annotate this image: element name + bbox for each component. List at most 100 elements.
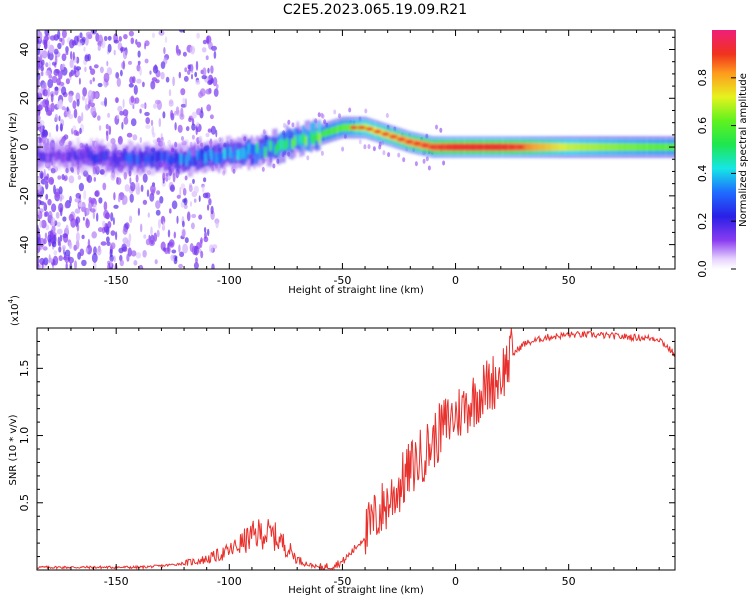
spectrogram-noise-cell <box>121 243 127 252</box>
spectrogram-noise-cell <box>66 106 69 112</box>
spectrogram-noise-cell <box>191 123 196 131</box>
spectrogram-ridge-cell <box>611 143 614 151</box>
spectrogram-noise-cell <box>387 152 391 158</box>
spectrogram-ridge-cell <box>524 143 528 151</box>
spectrogram-noise-cell <box>99 66 104 74</box>
spectrogram-noise-cell <box>52 255 59 266</box>
spectrogram-ridge-cell <box>334 126 337 134</box>
spectrogram-noise-cell <box>181 136 184 141</box>
spectrogram-noise-cell <box>68 256 74 264</box>
spectrogram-noise-cell <box>78 182 84 192</box>
spectrogram-ridge-cell <box>136 154 139 165</box>
figure-title: C2E5.2023.065.19.09.R21 <box>283 2 467 18</box>
spectrogram-noise-cell <box>40 124 43 133</box>
spectrogram-ridge-cell <box>71 147 74 158</box>
spectrogram-noise-cell <box>177 124 183 133</box>
spectrogram-noise-cell <box>213 88 219 97</box>
spectrogram-noise-cell <box>155 200 161 209</box>
spectrogram-noise-cell <box>42 246 48 251</box>
spectrogram-noise-cell <box>42 89 49 97</box>
spectrogram-noise-cell <box>72 51 75 61</box>
spectrogram-noise-cell <box>198 214 203 220</box>
snr-y-tick-label: 0.5 <box>18 494 31 512</box>
spectrogram-ridge-cell <box>101 150 104 161</box>
spectrogram-noise-cell <box>83 46 86 52</box>
spectrogram-peak-cell <box>373 129 382 134</box>
spectrogram-noise-cell <box>189 243 194 252</box>
spectrogram-ridge-cell <box>196 149 199 171</box>
spectrogram-noise-cell <box>193 185 199 194</box>
spectrogram-ridge-cell <box>380 129 384 137</box>
spectrogram-ridge-cell <box>660 143 663 151</box>
spectrogram-noise-cell <box>69 59 74 68</box>
spectrogram-peak-cell <box>508 145 517 149</box>
spectrogram-noise-cell <box>87 89 94 100</box>
spectrogram-ridge-cell <box>76 154 80 165</box>
spectrogram-ridge-cell <box>329 127 332 136</box>
spectrogram-noise-cell <box>191 213 197 219</box>
spectrogram-noise-cell <box>106 67 113 76</box>
spectrogram-noise-cell <box>187 69 191 75</box>
spectrogram-noise-cell <box>102 182 107 191</box>
spectrogram-noise-cell <box>54 113 59 122</box>
spectrogram-noise-cell <box>414 161 418 167</box>
spectrogram-ridge-cell <box>255 142 259 153</box>
spectrogram-x-axis: -150 -100 -50 0 50 <box>47 30 660 287</box>
spectrogram-noise-cell <box>74 260 77 269</box>
snr-x-tick-label: 0 <box>452 575 459 588</box>
spectrogram-noise-cell <box>58 71 63 80</box>
spectrogram-noise-cell <box>134 97 140 104</box>
spectrogram-noise-cell <box>75 232 80 242</box>
spectrogram-noise-cell <box>51 75 58 84</box>
spectrogram-noise-cell <box>202 39 207 45</box>
spectrogram-ridge-cell <box>68 151 71 162</box>
spectrogram-noise-cell <box>182 97 186 104</box>
spectrogram-ridge-cell <box>98 152 101 163</box>
spectrogram-noise-cell <box>79 248 85 257</box>
spectrogram-noise-cell <box>62 216 67 222</box>
spectrogram-panel: -150 -100 -50 0 50 -40 -20 0 20 40 Height of str… <box>8 29 676 296</box>
spectrogram-ridge-cell <box>302 133 305 144</box>
colorbar: 0.0 0.2 0.4 0.6 0.8 Normalized spectral ampl… <box>696 30 749 278</box>
spectrogram-ridge-cell <box>55 151 58 162</box>
spectrogram-ridge-cell <box>82 152 85 164</box>
spectrogram-peak-cell <box>444 145 453 149</box>
spectrogram-y-tick-label: 0 <box>18 144 31 151</box>
spectrogram-noise-cell <box>178 263 184 269</box>
spectrogram-ridge-cell <box>190 145 194 167</box>
spectrogram-noise-cell <box>183 197 188 206</box>
spectrogram-noise-cell <box>158 117 162 128</box>
spectrogram-noise-cell <box>180 88 186 96</box>
spectrogram-noise-cell <box>102 220 106 228</box>
spectrogram-noise-cell <box>382 150 386 156</box>
spectrogram-ridge-cell <box>592 143 595 151</box>
spectrogram-noise-cell <box>110 172 116 181</box>
spectrogram-noise-cell <box>117 195 121 203</box>
spectrogram-noise-cell <box>82 87 87 97</box>
spectrogram-ridge-cell <box>581 143 585 151</box>
spectrogram-noise-cell <box>144 58 149 64</box>
spectrogram-noise-cell <box>78 77 81 85</box>
spectrogram-noise-cell <box>59 196 63 202</box>
spectrogram-ridge-cell <box>608 143 612 151</box>
spectrogram-noise-cell <box>140 103 146 108</box>
spectrogram-ridge-cell <box>155 152 158 163</box>
spectrogram-noise-cell <box>199 88 206 97</box>
spectrogram-ridge-cell <box>223 148 226 159</box>
spectrogram-noise-cell <box>218 137 222 143</box>
spectrogram-ridge-cell <box>595 143 598 151</box>
spectrogram-noise-cell <box>68 93 73 103</box>
spectrogram-noise-cell <box>41 59 45 66</box>
spectrogram-ridge-cell <box>193 145 196 166</box>
spectrogram-noise-cell <box>53 48 59 55</box>
spectrogram-y-tick-label: 20 <box>18 91 31 105</box>
spectrogram-peak-cell <box>405 140 414 144</box>
spectrogram-noise-cell <box>109 260 113 268</box>
spectrogram-noise-cell <box>165 176 169 182</box>
spectrogram-ridge-cell <box>331 127 335 135</box>
spectrogram-noise-cell <box>132 104 135 110</box>
spectrogram-ridge-cell <box>603 143 606 151</box>
spectrogram-ridge-cell <box>198 149 202 160</box>
spectrogram-noise-cell <box>58 240 62 247</box>
spectrogram-ridge-cell <box>190 156 194 167</box>
